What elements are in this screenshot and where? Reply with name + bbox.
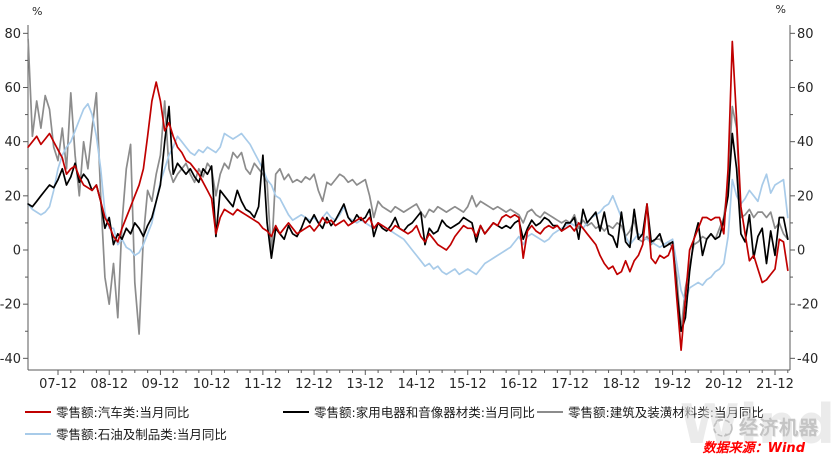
svg-text:-40: -40 xyxy=(0,352,21,367)
legend-swatch-gray xyxy=(537,410,563,413)
legend-swatch-blue xyxy=(25,432,51,435)
legend-item-appliances: 零售额:家用电器和音像器材类:当月同比 xyxy=(283,402,535,421)
svg-text:-20: -20 xyxy=(0,298,21,313)
legend-item-building-materials: 零售额:建筑及装潢材料类:当月同比 xyxy=(537,402,764,421)
svg-text:21-12: 21-12 xyxy=(756,377,794,392)
svg-text:20-12: 20-12 xyxy=(705,377,743,392)
svg-text:60: 60 xyxy=(4,81,21,96)
svg-text:40: 40 xyxy=(4,135,21,150)
line-chart: -40 -40 -20 -20 0 0 20 20 40 40 60 60 80 80% % 07-12 08-… xyxy=(0,3,818,392)
svg-text:-40: -40 xyxy=(797,352,818,367)
brand-logo-icon xyxy=(713,418,733,437)
legend-item-petroleum: 零售额:石油及制品类:当月同比 xyxy=(25,424,227,443)
data-source: 数据来源：Wind xyxy=(702,441,805,456)
svg-text:%: % xyxy=(776,3,786,16)
svg-text:08-12: 08-12 xyxy=(90,377,128,392)
svg-text:09-12: 09-12 xyxy=(142,377,180,392)
svg-text:11-12: 11-12 xyxy=(244,377,282,392)
svg-text:%: % xyxy=(32,5,42,18)
svg-text:80: 80 xyxy=(4,27,21,42)
svg-text:0: 0 xyxy=(797,244,805,259)
legend-label: 零售额:石油及制品类:当月同比 xyxy=(56,427,227,442)
legend-label: 零售额:建筑及装潢材料类:当月同比 xyxy=(568,405,764,420)
svg-text:20: 20 xyxy=(797,189,814,204)
svg-text:07-12: 07-12 xyxy=(39,377,77,392)
legend-label: 零售额:汽车类:当月同比 xyxy=(56,405,190,420)
svg-text:60: 60 xyxy=(797,81,814,96)
svg-text:0: 0 xyxy=(13,244,21,259)
svg-text:12-12: 12-12 xyxy=(295,377,333,392)
brand-watermark: 经济机器 xyxy=(711,413,819,440)
legend-swatch-black xyxy=(283,410,309,413)
svg-text:14-12: 14-12 xyxy=(398,377,436,392)
brand-watermark-text: 经济机器 xyxy=(738,417,819,439)
svg-text:-20: -20 xyxy=(797,298,818,313)
svg-text:15-12: 15-12 xyxy=(449,377,487,392)
wind-background-watermark: Wind xyxy=(679,393,831,456)
legend-swatch-red xyxy=(25,410,51,413)
svg-text:20: 20 xyxy=(4,189,21,204)
svg-text:18-12: 18-12 xyxy=(602,377,640,392)
svg-text:10-12: 10-12 xyxy=(193,377,231,392)
svg-text:19-12: 19-12 xyxy=(654,377,692,392)
svg-text:16-12: 16-12 xyxy=(500,377,538,392)
svg-text:13-12: 13-12 xyxy=(346,377,384,392)
legend-label: 零售额:家用电器和音像器材类:当月同比 xyxy=(314,405,535,420)
svg-text:80: 80 xyxy=(797,27,814,42)
legend-item-auto-retail: 零售额:汽车类:当月同比 xyxy=(25,402,189,421)
svg-text:17-12: 17-12 xyxy=(551,377,589,392)
svg-text:40: 40 xyxy=(797,135,814,150)
